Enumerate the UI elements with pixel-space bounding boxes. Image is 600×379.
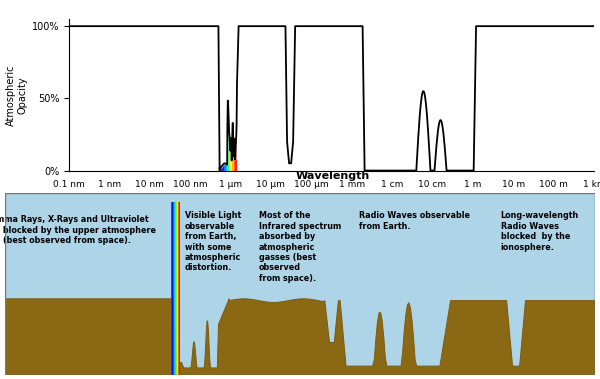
Bar xyxy=(229,19,230,171)
Bar xyxy=(179,202,180,375)
Text: Long-wavelength
Radio Waves
blocked  by the
ionosphere.: Long-wavelength Radio Waves blocked by t… xyxy=(501,211,579,252)
Bar xyxy=(224,19,226,171)
Bar xyxy=(175,202,176,375)
Bar xyxy=(233,19,235,171)
Bar xyxy=(220,19,221,171)
Text: Most of the
Infrared spectrum
absorbed by
atmospheric
gasses (best
observed
from: Most of the Infrared spectrum absorbed b… xyxy=(259,211,341,283)
Y-axis label: Atmospheric
Opacity: Atmospheric Opacity xyxy=(6,64,28,125)
Bar xyxy=(174,202,175,375)
Bar xyxy=(177,202,178,375)
Bar xyxy=(235,19,236,171)
Bar xyxy=(230,19,232,171)
Bar xyxy=(221,19,223,171)
Text: Visible Light
observable
from Earth,
with some
atmospheric
distortion.: Visible Light observable from Earth, wit… xyxy=(185,211,241,273)
Bar xyxy=(227,19,229,171)
Bar xyxy=(176,202,177,375)
Bar xyxy=(226,19,227,171)
Bar xyxy=(223,19,224,171)
Bar xyxy=(232,19,233,171)
Bar xyxy=(172,202,173,375)
Text: Gamma Rays, X-Rays and Ultraviolet
Light blocked by the upper atmosphere
(best o: Gamma Rays, X-Rays and Ultraviolet Light… xyxy=(0,215,156,245)
Text: Wavelength: Wavelength xyxy=(296,171,370,181)
Bar xyxy=(173,202,174,375)
Bar xyxy=(178,202,179,375)
Polygon shape xyxy=(5,299,595,375)
Text: Radio Waves observable
from Earth.: Radio Waves observable from Earth. xyxy=(359,211,470,231)
Bar xyxy=(171,202,172,375)
